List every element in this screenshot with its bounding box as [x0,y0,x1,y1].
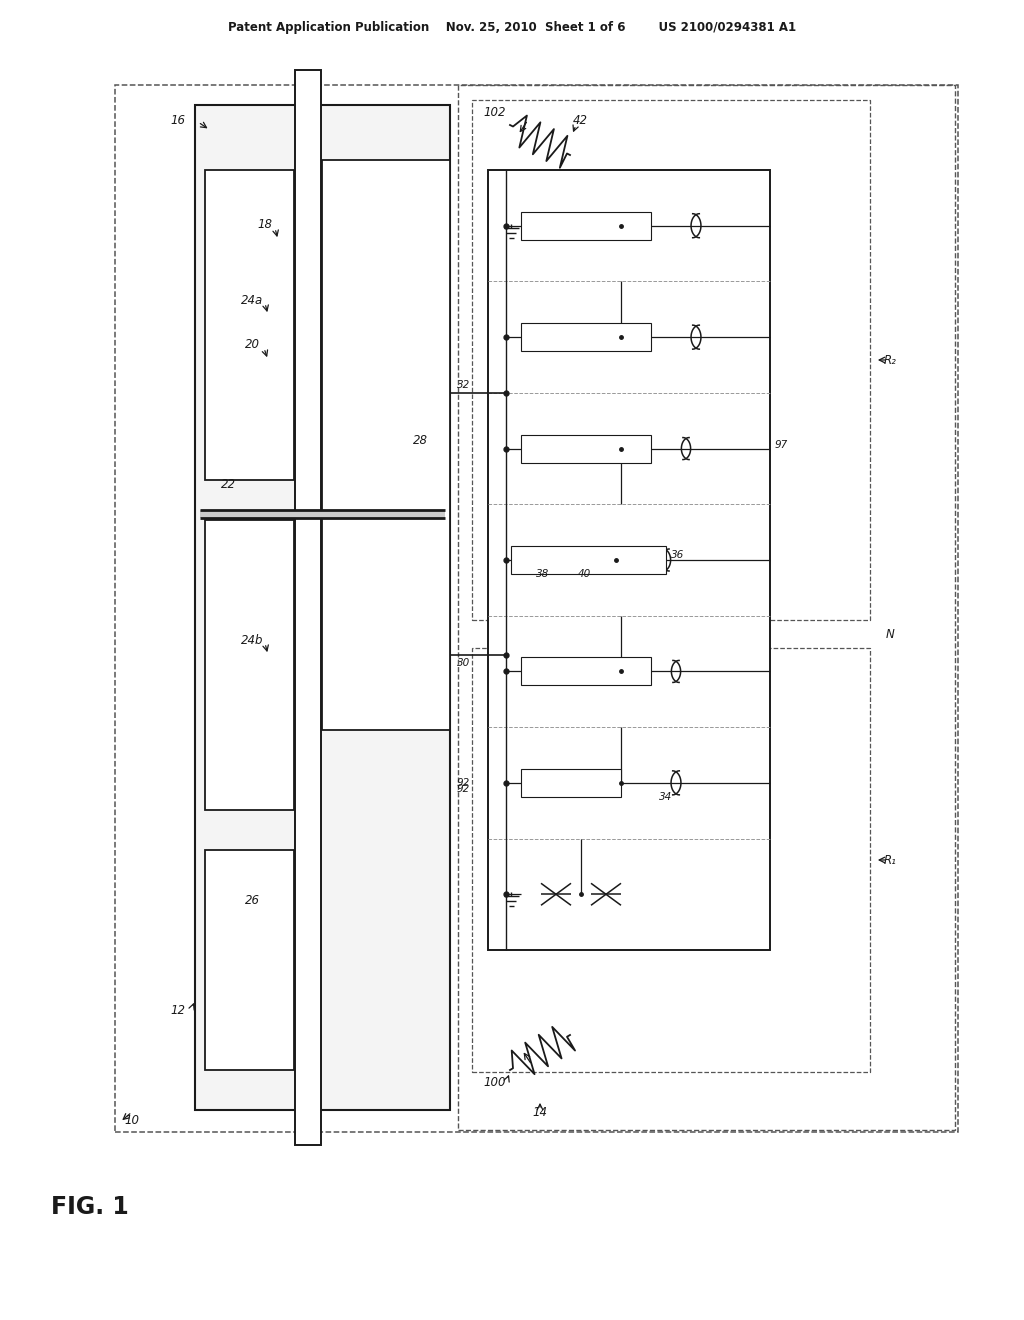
Text: 97: 97 [775,440,788,450]
Bar [115,84,958,1133]
Text: N: N [886,627,894,640]
Text: 24b: 24b [241,634,263,647]
Text: 92: 92 [457,784,470,793]
Text: 40: 40 [578,569,591,579]
Text: 30: 30 [457,657,470,668]
Text: 42: 42 [572,114,588,127]
Bar [472,648,870,1072]
Bar [521,211,651,240]
Bar [511,546,666,574]
Text: 28: 28 [413,433,427,446]
Text: 32: 32 [457,380,470,389]
Text: R₂: R₂ [884,354,896,367]
Text: 22: 22 [220,479,236,491]
Bar [488,170,770,950]
Text: 18: 18 [257,219,272,231]
Text: 12: 12 [171,1003,185,1016]
Bar [472,100,870,620]
Text: 92: 92 [457,777,470,788]
Bar [322,160,450,730]
Text: 38: 38 [537,569,550,579]
Text: 20: 20 [245,338,259,351]
Bar [295,70,321,1144]
Text: 26: 26 [245,894,259,907]
Bar [195,106,450,1110]
Bar [200,510,445,517]
Bar [458,84,955,1130]
Text: 10: 10 [125,1114,139,1126]
Text: 36: 36 [672,550,685,560]
Bar [521,434,651,462]
Text: 100: 100 [483,1077,506,1089]
Text: 34: 34 [659,792,673,801]
Bar [205,850,294,1071]
Bar [521,768,621,797]
Text: Patent Application Publication    Nov. 25, 2010  Sheet 1 of 6        US 2100/029: Patent Application Publication Nov. 25, … [228,21,796,33]
Text: 102: 102 [483,106,506,119]
Text: FIG. 1: FIG. 1 [51,1195,129,1218]
Text: 16: 16 [171,114,185,127]
Bar [205,170,294,480]
Text: 24a: 24a [241,293,263,306]
Bar [521,657,651,685]
Text: R₁: R₁ [884,854,896,866]
Text: 14: 14 [532,1106,548,1118]
Bar [521,323,651,351]
Bar [205,520,294,810]
